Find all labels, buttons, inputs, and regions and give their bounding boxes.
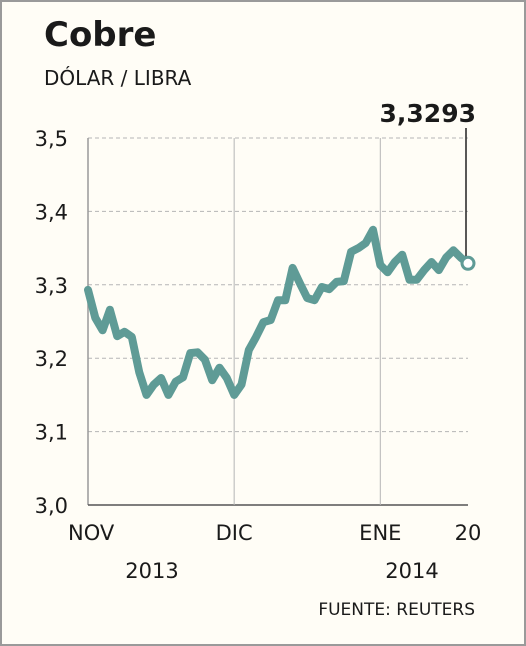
year-label: 2014 <box>385 559 438 583</box>
price-line <box>84 225 472 399</box>
x-tick-label: DIC <box>216 521 253 545</box>
chart-title: Cobre <box>44 15 156 55</box>
y-tick-label: 3,2 <box>35 347 68 371</box>
value-label: 3,3293 <box>380 99 476 128</box>
x-tick-label: ENE <box>359 521 401 545</box>
y-tick-label: 3,5 <box>35 127 68 151</box>
y-tick-label: 3,4 <box>35 200 68 224</box>
last-point <box>460 255 476 271</box>
y-tick-label: 3,0 <box>35 494 68 518</box>
y-tick-label: 3,3 <box>35 274 68 298</box>
year-label: 2013 <box>125 559 178 583</box>
chart-subtitle: DÓLAR / LIBRA <box>44 66 192 90</box>
y-tick-label: 3,1 <box>35 421 68 445</box>
x-tick-label: 20 <box>455 521 482 545</box>
x-tick-label: NOV <box>68 521 115 545</box>
source: FUENTE: REUTERS <box>318 600 475 620</box>
